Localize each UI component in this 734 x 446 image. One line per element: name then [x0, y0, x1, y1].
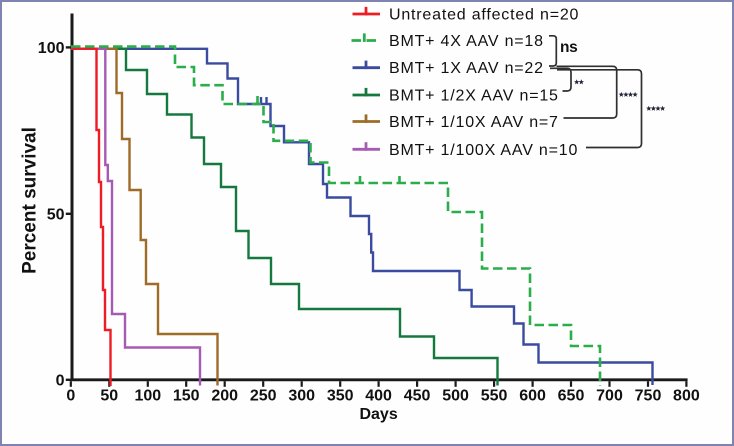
svg-text:Untreated affected n=20: Untreated affected n=20 — [389, 7, 579, 24]
svg-text:50: 50 — [47, 206, 65, 223]
svg-text:BMT+ 4X AAV n=18: BMT+ 4X AAV n=18 — [389, 33, 544, 50]
svg-text:BMT+ 1X AAV n=22: BMT+ 1X AAV n=22 — [389, 60, 544, 77]
svg-text:250: 250 — [250, 388, 277, 405]
svg-text:500: 500 — [442, 388, 469, 405]
svg-text:150: 150 — [173, 388, 200, 405]
svg-text:600: 600 — [519, 388, 546, 405]
svg-text:200: 200 — [211, 388, 238, 405]
svg-text:Percent survival: Percent survival — [20, 127, 41, 274]
svg-text:100: 100 — [38, 40, 65, 57]
svg-text:550: 550 — [481, 388, 508, 405]
svg-text:750: 750 — [635, 388, 662, 405]
svg-text:350: 350 — [327, 388, 354, 405]
svg-text:700: 700 — [596, 388, 623, 405]
svg-text:800: 800 — [673, 388, 700, 405]
svg-text:BMT+ 1/10X AAV n=7: BMT+ 1/10X AAV n=7 — [389, 114, 559, 131]
svg-text:BMT+ 1/2X AAV n=15: BMT+ 1/2X AAV n=15 — [389, 88, 559, 105]
svg-text:BMT+ 1/100X AAV n=10: BMT+ 1/100X AAV n=10 — [389, 142, 578, 159]
svg-text:Days: Days — [359, 406, 397, 423]
svg-text:450: 450 — [404, 388, 431, 405]
svg-text:0: 0 — [56, 372, 65, 389]
svg-text:0: 0 — [66, 388, 75, 405]
svg-text:650: 650 — [558, 388, 585, 405]
svg-text:400: 400 — [365, 388, 392, 405]
svg-text:100: 100 — [134, 388, 161, 405]
svg-text:300: 300 — [288, 388, 315, 405]
svg-text:50: 50 — [100, 388, 118, 405]
svg-text:ns: ns — [560, 39, 578, 56]
